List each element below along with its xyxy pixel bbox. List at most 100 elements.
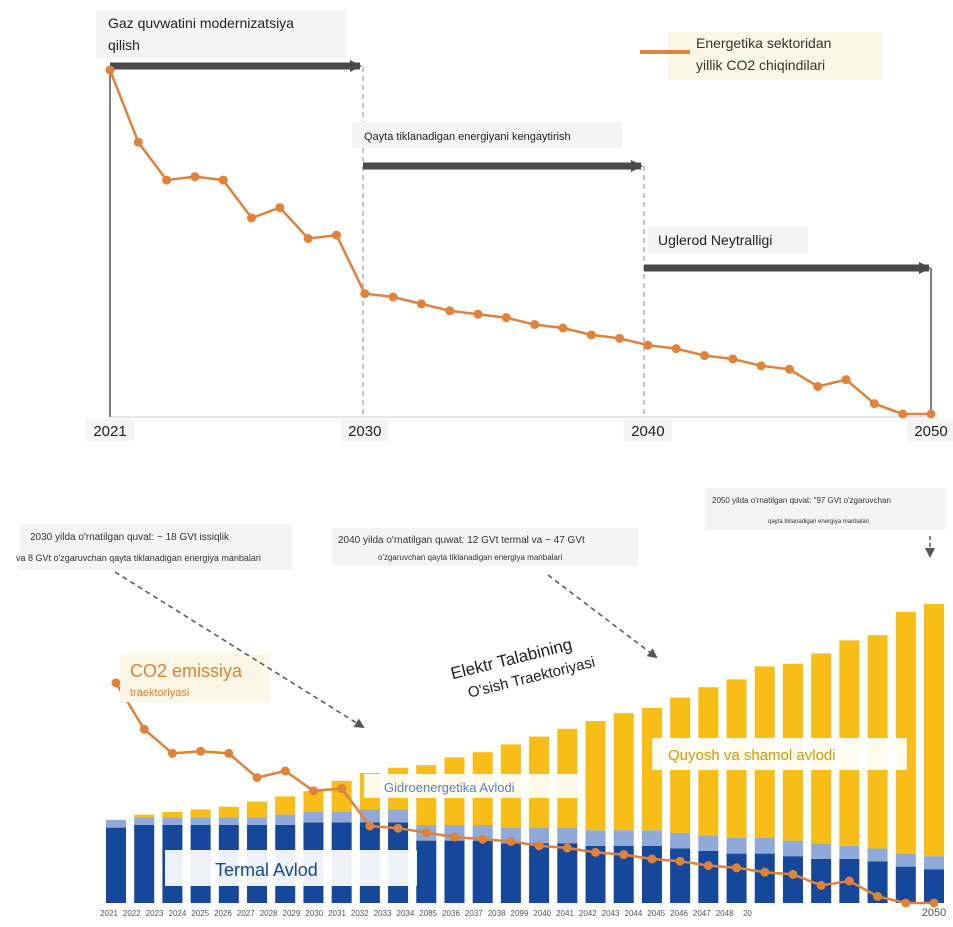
co2-line (108, 69, 931, 416)
legend-bg (668, 32, 882, 80)
bar-hydro (529, 827, 550, 844)
bottom-x-tick-label: 2048 (716, 909, 734, 918)
co2-trajectory-point (732, 863, 742, 873)
bar-solar-wind (247, 801, 268, 818)
bottom-x-tick-label: 2022 (123, 909, 141, 918)
bottom-x-tick-label: 2038 (488, 909, 506, 918)
co2-trajectory-point (421, 828, 431, 838)
co2-trajectory-point (873, 891, 883, 901)
bottom-x-tick-label: 2044 (625, 909, 643, 918)
co2-point (643, 340, 653, 350)
co2-trajectory-point (337, 784, 347, 794)
bottom-x-tick-label: 2050 (922, 907, 946, 919)
annotation-2040-line-1: 2040 yilda o'rnatilgan quwat: 12 GVt ter… (338, 535, 585, 546)
co2-point (841, 375, 851, 385)
quyosh-label: Quyosh va shamol avlodi (668, 747, 836, 764)
bar-hydro (585, 830, 606, 846)
bottom-x-tick-label: 2024 (169, 909, 187, 918)
co2-point (671, 344, 681, 354)
bar-hydro (867, 848, 888, 862)
phase-label-bg-3 (648, 226, 808, 254)
bar-thermal (613, 845, 634, 903)
bar-hydro (134, 817, 155, 825)
bar-hydro (754, 838, 775, 854)
bar-hydro (698, 835, 719, 851)
co2-trajectory-point (393, 823, 403, 833)
co2-point (162, 175, 172, 185)
phase-label-bg-2 (352, 122, 622, 148)
bottom-x-tick-label: 2099 (511, 909, 529, 918)
co2-trajectory-point (167, 748, 177, 758)
x-tick-label: 2050 (914, 423, 947, 440)
bar-thermal (585, 845, 606, 903)
co2-trajectory-point (619, 850, 629, 860)
co2-point (473, 309, 483, 319)
bottom-x-tick-label: 2046 (670, 909, 688, 918)
co2-label-bg (120, 654, 270, 702)
bar-hydro (895, 853, 916, 867)
x-tick-labels: 2021 2030 2040 2050 (86, 419, 953, 441)
bar-solar-wind (218, 806, 239, 818)
bar-thermal (895, 866, 916, 903)
bar-hydro (303, 812, 324, 823)
bar-hydro (782, 840, 803, 857)
legend-label-line-2: yillik CO2 chiqindilari (696, 57, 825, 73)
co2-trajectory-line (114, 682, 934, 905)
bottom-x-tick-labels: 2021 2022 2023 2024 2025 2026 2027 2028 2029 2030… (100, 907, 946, 919)
co2-point (105, 65, 115, 75)
co2-point (756, 361, 766, 371)
annotation-2030-line-1: 2030 yilda o'rnatilgan quvat: ~ 18 GVt i… (30, 532, 230, 543)
bar-hydro (924, 856, 944, 870)
co2-trajectory-point (449, 832, 459, 842)
bottom-x-tick-label: 2034 (397, 909, 415, 918)
co2-trajectory-point (760, 867, 770, 877)
co2-trajectory-point (308, 786, 318, 796)
bar-hydro (726, 838, 747, 854)
co2-trajectory-point (901, 898, 911, 908)
bar-thermal (924, 869, 944, 903)
bar-hydro (613, 830, 634, 846)
bar-thermal (641, 845, 662, 903)
bar-hydro (811, 843, 832, 859)
bar-hydro (641, 830, 662, 846)
co2-point (784, 364, 794, 374)
bottom-x-tick-label: 2030 (305, 909, 323, 918)
bar-thermal (500, 843, 521, 903)
co2-trajectory-point (224, 748, 234, 758)
bar-thermal (444, 840, 465, 903)
bar-solar-wind (275, 796, 296, 815)
bar-thermal (416, 840, 437, 903)
co2-trajectory-point (675, 856, 685, 866)
termal-label-bg (165, 850, 417, 886)
bottom-x-tick-label: 2033 (374, 909, 392, 918)
co2-point (247, 213, 257, 223)
phase-label-2: Qayta tiklanadigan energiyani kengaytiri… (364, 131, 571, 143)
co2-point (445, 306, 455, 316)
annotation-2050-bg (705, 488, 945, 530)
bar-hydro (275, 814, 296, 825)
co2-trajectory-point (280, 766, 290, 776)
co2-trajectory-point (365, 821, 375, 831)
bottom-x-tick-label: 2041 (556, 909, 574, 918)
bottom-x-tick-label: 2026 (214, 909, 232, 918)
co2-point (530, 320, 540, 330)
co2-trajectory-point (478, 834, 488, 844)
bar-hydro (472, 825, 493, 841)
bar-solar-wind (613, 713, 634, 831)
co2-point (133, 137, 143, 147)
x-tick-label: 2040 (631, 423, 664, 440)
annotation-2030-arrow (114, 571, 365, 729)
gidro-label: Gidroenergetika Avlodi (384, 780, 515, 795)
bottom-x-tick-label: 2027 (237, 909, 255, 918)
co2-point (360, 289, 370, 299)
annotation-2040-arrow (547, 574, 658, 659)
co2-trajectory-point (252, 773, 262, 783)
co2-trajectory-point (703, 861, 713, 871)
bar-hydro (190, 817, 211, 825)
co2-point (416, 299, 426, 309)
generation-stacked-bar-chart: 2021 2022 2023 2024 2025 2026 2027 2028 2029 2030… (16, 488, 946, 919)
co2-trajectory-point (647, 854, 657, 864)
co2-trajectory-point (844, 876, 854, 886)
